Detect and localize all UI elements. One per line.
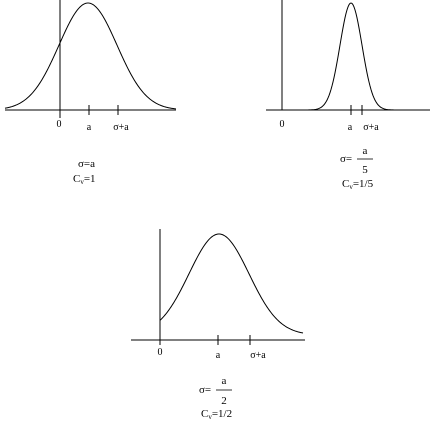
sigma-numerator: a bbox=[222, 375, 227, 387]
cv-prefix: C bbox=[201, 408, 208, 420]
sigma-formula: σ=a bbox=[78, 158, 95, 170]
bell-curve bbox=[300, 2, 405, 111]
tick-label-sigma-plus-a: σ+a bbox=[113, 122, 129, 133]
sigma-denominator: 5 bbox=[362, 164, 368, 176]
cv-rest: =1/2 bbox=[212, 408, 232, 420]
sigma-denominator: 2 bbox=[221, 395, 227, 407]
cv-formula: Cv=1 bbox=[73, 173, 96, 186]
sigma-lhs: σ= bbox=[340, 153, 352, 165]
sigma-lhs: σ= bbox=[199, 384, 211, 396]
panel-right: 0 a σ+a σ= a 5 Cv=1/5 bbox=[266, 0, 430, 191]
cv-subscript: v bbox=[208, 413, 212, 421]
panel-left: 0 a σ+a σ=a Cv=1 bbox=[4, 0, 177, 186]
cv-formula: Cv=1/5 bbox=[342, 178, 374, 191]
cv-rest: =1/5 bbox=[353, 178, 374, 190]
cv-prefix: C bbox=[73, 173, 80, 185]
tick-label-zero: 0 bbox=[158, 347, 163, 358]
tick-label-a: a bbox=[348, 122, 353, 133]
bell-curve bbox=[4, 2, 177, 110]
cv-rest: =1 bbox=[84, 173, 96, 185]
sigma-value: a bbox=[90, 158, 95, 170]
cv-formula: Cv=1/2 bbox=[201, 408, 232, 421]
tick-label-a: a bbox=[87, 122, 92, 133]
sigma-numerator: a bbox=[363, 145, 368, 157]
panel-bottom: 0 a σ+a σ= a 2 Cv=1/2 bbox=[131, 229, 305, 421]
cv-subscript: v bbox=[349, 183, 353, 191]
tick-label-zero: 0 bbox=[57, 119, 62, 130]
bell-curve bbox=[159, 233, 304, 334]
sigma-lhs: σ= bbox=[78, 158, 90, 170]
cv-subscript: v bbox=[80, 178, 84, 186]
tick-label-sigma-plus-a: σ+a bbox=[363, 122, 379, 133]
tick-label-zero: 0 bbox=[280, 119, 285, 130]
cv-prefix: C bbox=[342, 178, 349, 190]
tick-label-a: a bbox=[216, 350, 221, 361]
tick-label-sigma-plus-a: σ+a bbox=[250, 350, 266, 361]
